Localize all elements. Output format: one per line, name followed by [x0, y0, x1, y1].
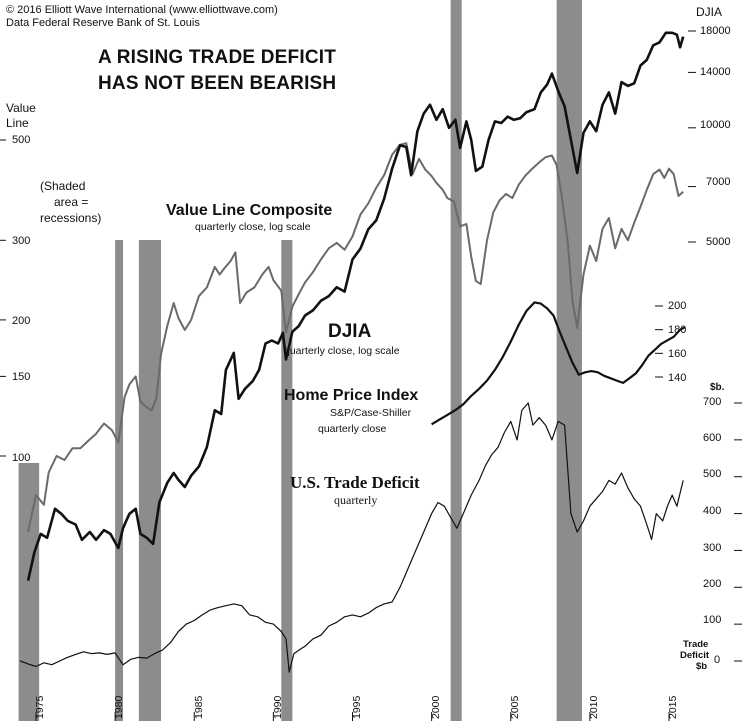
headline-line-2: HAS NOT BEEN BEARISH	[98, 73, 337, 94]
shaded-note-1: (Shaded	[40, 179, 86, 193]
value-line-axis-title-1: Value	[6, 101, 36, 115]
home-price-series	[431, 301, 686, 426]
djia-tick-5000: 5000	[706, 236, 731, 248]
value-line-tick-200: 200	[12, 315, 31, 327]
deficit-tick-100: 100	[703, 614, 722, 626]
trade-deficit-label: U.S. Trade Deficit	[290, 473, 420, 492]
recession-band	[281, 240, 293, 721]
x-tick-1980: 1980	[113, 695, 125, 719]
djia-tick-7000: 7000	[706, 176, 731, 188]
value-line-series	[27, 142, 684, 532]
deficit-tick-600: 600	[703, 432, 722, 444]
credit-line-2: Data Federal Reserve Bank of St. Louis	[6, 17, 200, 29]
x-tick-2005: 2005	[509, 695, 521, 719]
home-tick-160: 160	[668, 348, 687, 360]
djia-label: DJIA	[328, 321, 372, 342]
axis-tick-marks	[0, 30, 742, 721]
trade-deficit-sublabel: quarterly	[334, 493, 378, 507]
deficit-tick-0: 0	[714, 654, 721, 666]
djia-sublabel: quarterly close, log scale	[284, 345, 400, 357]
djia-axis-title: DJIA	[696, 5, 723, 19]
djia-line	[26, 31, 685, 581]
djia-series	[26, 31, 685, 581]
deficit-axis-title-1: Trade	[683, 639, 709, 650]
home-tick-180: 180	[668, 324, 687, 336]
x-tick-1975: 1975	[34, 695, 46, 719]
value-line-sublabel: quarterly close, log scale	[195, 221, 311, 233]
deficit-tick-500: 500	[703, 468, 722, 480]
recession-band	[115, 240, 124, 721]
shaded-note-3: recessions)	[40, 211, 102, 225]
value-line-tick-500: 500	[12, 134, 31, 146]
djia-tick-10000: 10000	[700, 119, 731, 131]
recession-band	[18, 463, 40, 721]
x-tick-2010: 2010	[588, 695, 600, 719]
home-tick-200: 200	[668, 300, 687, 312]
value-line-line	[27, 142, 684, 532]
shaded-note-2: area =	[54, 195, 89, 209]
x-tick-1985: 1985	[193, 695, 205, 719]
djia-tick-18000: 18000	[700, 25, 731, 37]
home-price-unit-label: $b.	[710, 382, 725, 393]
value-line-axis-title-2: Line	[6, 116, 29, 130]
x-tick-1995: 1995	[351, 695, 363, 719]
value-line-tick-100: 100	[12, 452, 31, 464]
trade-deficit-line	[19, 402, 684, 673]
deficit-tick-200: 200	[703, 578, 722, 590]
x-tick-2000: 2000	[430, 695, 442, 719]
recession-bands	[18, 0, 582, 721]
deficit-axis-title-3: $b	[696, 661, 708, 672]
value-line-label: Value Line Composite	[166, 202, 333, 219]
home-price-sublabel-2: quarterly close	[318, 423, 387, 435]
deficit-tick-700: 700	[703, 396, 722, 408]
deficit-axis-title-2: Deficit	[680, 650, 710, 661]
home-price-line	[431, 301, 686, 426]
headline-line-1: A RISING TRADE DEFICIT	[98, 47, 337, 68]
x-tick-2015: 2015	[667, 695, 679, 719]
recession-band	[450, 0, 462, 721]
djia-tick-14000: 14000	[700, 66, 731, 78]
deficit-tick-300: 300	[703, 542, 722, 554]
trade-deficit-series	[19, 402, 684, 673]
deficit-tick-400: 400	[703, 505, 722, 517]
recession-band	[138, 240, 162, 721]
credit-line-1: © 2016 Elliott Wave International (www.e…	[6, 4, 278, 16]
x-tick-1990: 1990	[272, 695, 284, 719]
value-line-tick-150: 150	[12, 371, 31, 383]
recession-band	[556, 0, 582, 721]
home-tick-140: 140	[668, 372, 687, 384]
home-price-label: Home Price Index	[284, 387, 419, 404]
value-line-tick-300: 300	[12, 235, 31, 247]
home-price-sublabel-1: S&P/Case-Shiller	[330, 407, 412, 419]
